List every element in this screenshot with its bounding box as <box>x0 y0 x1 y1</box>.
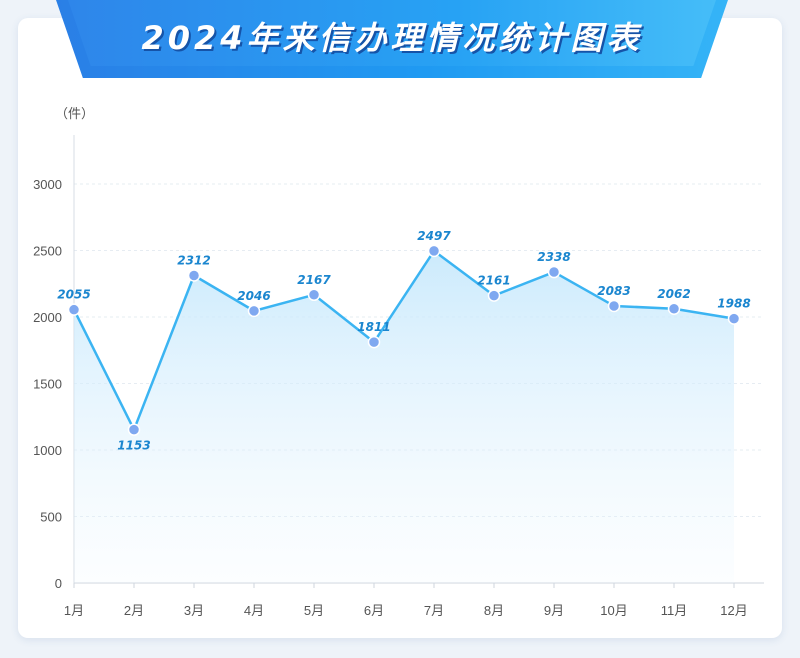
data-point[interactable] <box>67 303 81 316</box>
data-point[interactable] <box>547 265 561 279</box>
x-tick-label: 1月 <box>64 603 84 618</box>
x-tick-label: 12月 <box>720 603 747 618</box>
y-tick-label: 0 <box>55 576 62 591</box>
y-tick-label: 1500 <box>33 377 62 392</box>
y-tick-label: 3000 <box>33 177 62 192</box>
x-tick-label: 8月 <box>484 603 504 618</box>
chart-title: 2024年来信办理情况统计图表 <box>141 19 643 57</box>
data-label: 2062 <box>657 287 690 301</box>
data-point[interactable] <box>667 302 681 316</box>
data-label: 1811 <box>357 320 390 334</box>
x-tick-label: 9月 <box>544 603 564 618</box>
x-tick-label: 7月 <box>424 603 444 618</box>
x-tick-label: 6月 <box>364 603 384 618</box>
data-point[interactable] <box>307 288 321 302</box>
data-label: 1988 <box>717 297 750 311</box>
x-tick-label: 11月 <box>661 603 688 618</box>
x-tick-label: 5月 <box>304 603 324 618</box>
data-label: 2312 <box>177 254 210 268</box>
data-labels: 2055 1153 2312 2046 2167 1811 2497 2161 2338 2083… <box>57 229 750 453</box>
area-fill <box>74 250 734 584</box>
data-label: 2046 <box>237 289 270 303</box>
x-tick-label: 2月 <box>124 603 144 618</box>
x-tick-label: 4月 <box>244 603 264 618</box>
data-label: 2083 <box>597 284 630 298</box>
y-tick-label: 500 <box>40 510 62 525</box>
series-line <box>72 249 735 431</box>
data-point[interactable] <box>727 312 741 325</box>
data-points <box>67 244 741 436</box>
data-label: 2055 <box>57 288 90 302</box>
data-point[interactable] <box>247 304 261 318</box>
data-label: 2167 <box>297 273 331 287</box>
data-point[interactable] <box>427 244 441 258</box>
x-tick-label: 10月 <box>600 603 627 618</box>
data-label: 2338 <box>537 250 570 264</box>
series-line-path <box>72 249 735 431</box>
title-banner-inner <box>68 0 716 66</box>
data-point[interactable] <box>367 335 381 349</box>
y-tick-label: 2500 <box>33 244 62 259</box>
y-axis-unit-label: （件） <box>55 107 95 122</box>
data-label: 2161 <box>477 274 510 288</box>
data-point[interactable] <box>187 269 201 282</box>
data-label: 1153 <box>117 439 150 453</box>
y-tick-label: 2000 <box>33 310 62 325</box>
area-fill-shape <box>74 250 734 584</box>
y-tick-label: 1000 <box>33 443 62 458</box>
data-point[interactable] <box>127 423 141 436</box>
data-label: 2497 <box>417 229 451 243</box>
data-point[interactable] <box>607 299 621 313</box>
x-tick-label: 3月 <box>184 603 204 618</box>
data-point[interactable] <box>487 289 501 302</box>
